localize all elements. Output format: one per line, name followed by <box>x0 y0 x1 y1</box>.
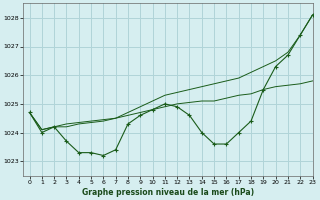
X-axis label: Graphe pression niveau de la mer (hPa): Graphe pression niveau de la mer (hPa) <box>82 188 254 197</box>
